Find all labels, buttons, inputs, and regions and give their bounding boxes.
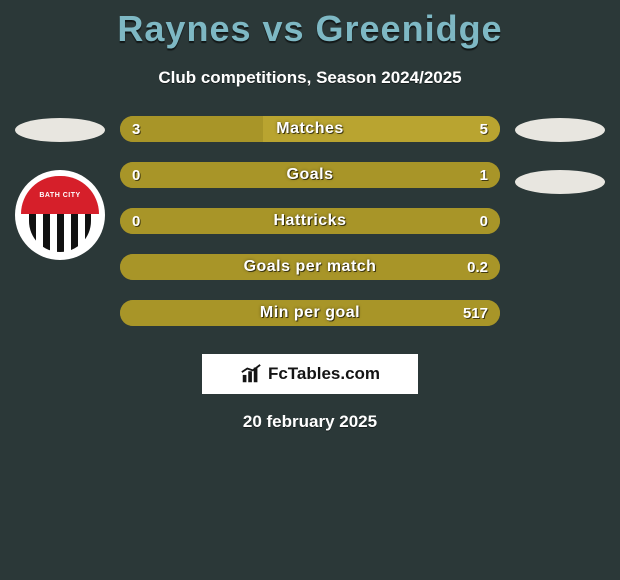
stat-bar: 00Hattricks <box>120 208 500 234</box>
bar-label: Hattricks <box>120 208 500 234</box>
stat-bar: 01Goals <box>120 162 500 188</box>
right-player-ellipse <box>515 118 605 142</box>
bar-label: Min per goal <box>120 300 500 326</box>
footer-brand: FcTables.com <box>202 354 418 394</box>
stat-bar: 35Matches <box>120 116 500 142</box>
stat-bars: 35Matches 01Goals 00Hattricks 0.2Goals per … <box>120 116 500 326</box>
bar-label: Goals per match <box>120 254 500 280</box>
left-club-badge: BATH CITY <box>15 170 105 260</box>
stat-bar: 0.2Goals per match <box>120 254 500 280</box>
badge-top: BATH CITY <box>21 176 99 214</box>
page-title: Raynes vs Greenidge <box>0 0 620 50</box>
left-player-ellipse <box>15 118 105 142</box>
bar-label: Matches <box>120 116 500 142</box>
right-club-ellipse <box>515 170 605 194</box>
comparison-content: BATH CITY 35Matches 01Goals 00Hattricks 0.2… <box>0 116 620 326</box>
chart-icon <box>240 363 262 385</box>
right-side <box>510 116 610 326</box>
left-side: BATH CITY <box>10 116 110 326</box>
bar-label: Goals <box>120 162 500 188</box>
footer-brand-text: FcTables.com <box>268 364 380 384</box>
subtitle: Club competitions, Season 2024/2025 <box>0 68 620 88</box>
stat-bar: 517Min per goal <box>120 300 500 326</box>
date-text: 20 february 2025 <box>0 412 620 432</box>
badge-stripes <box>29 214 91 252</box>
